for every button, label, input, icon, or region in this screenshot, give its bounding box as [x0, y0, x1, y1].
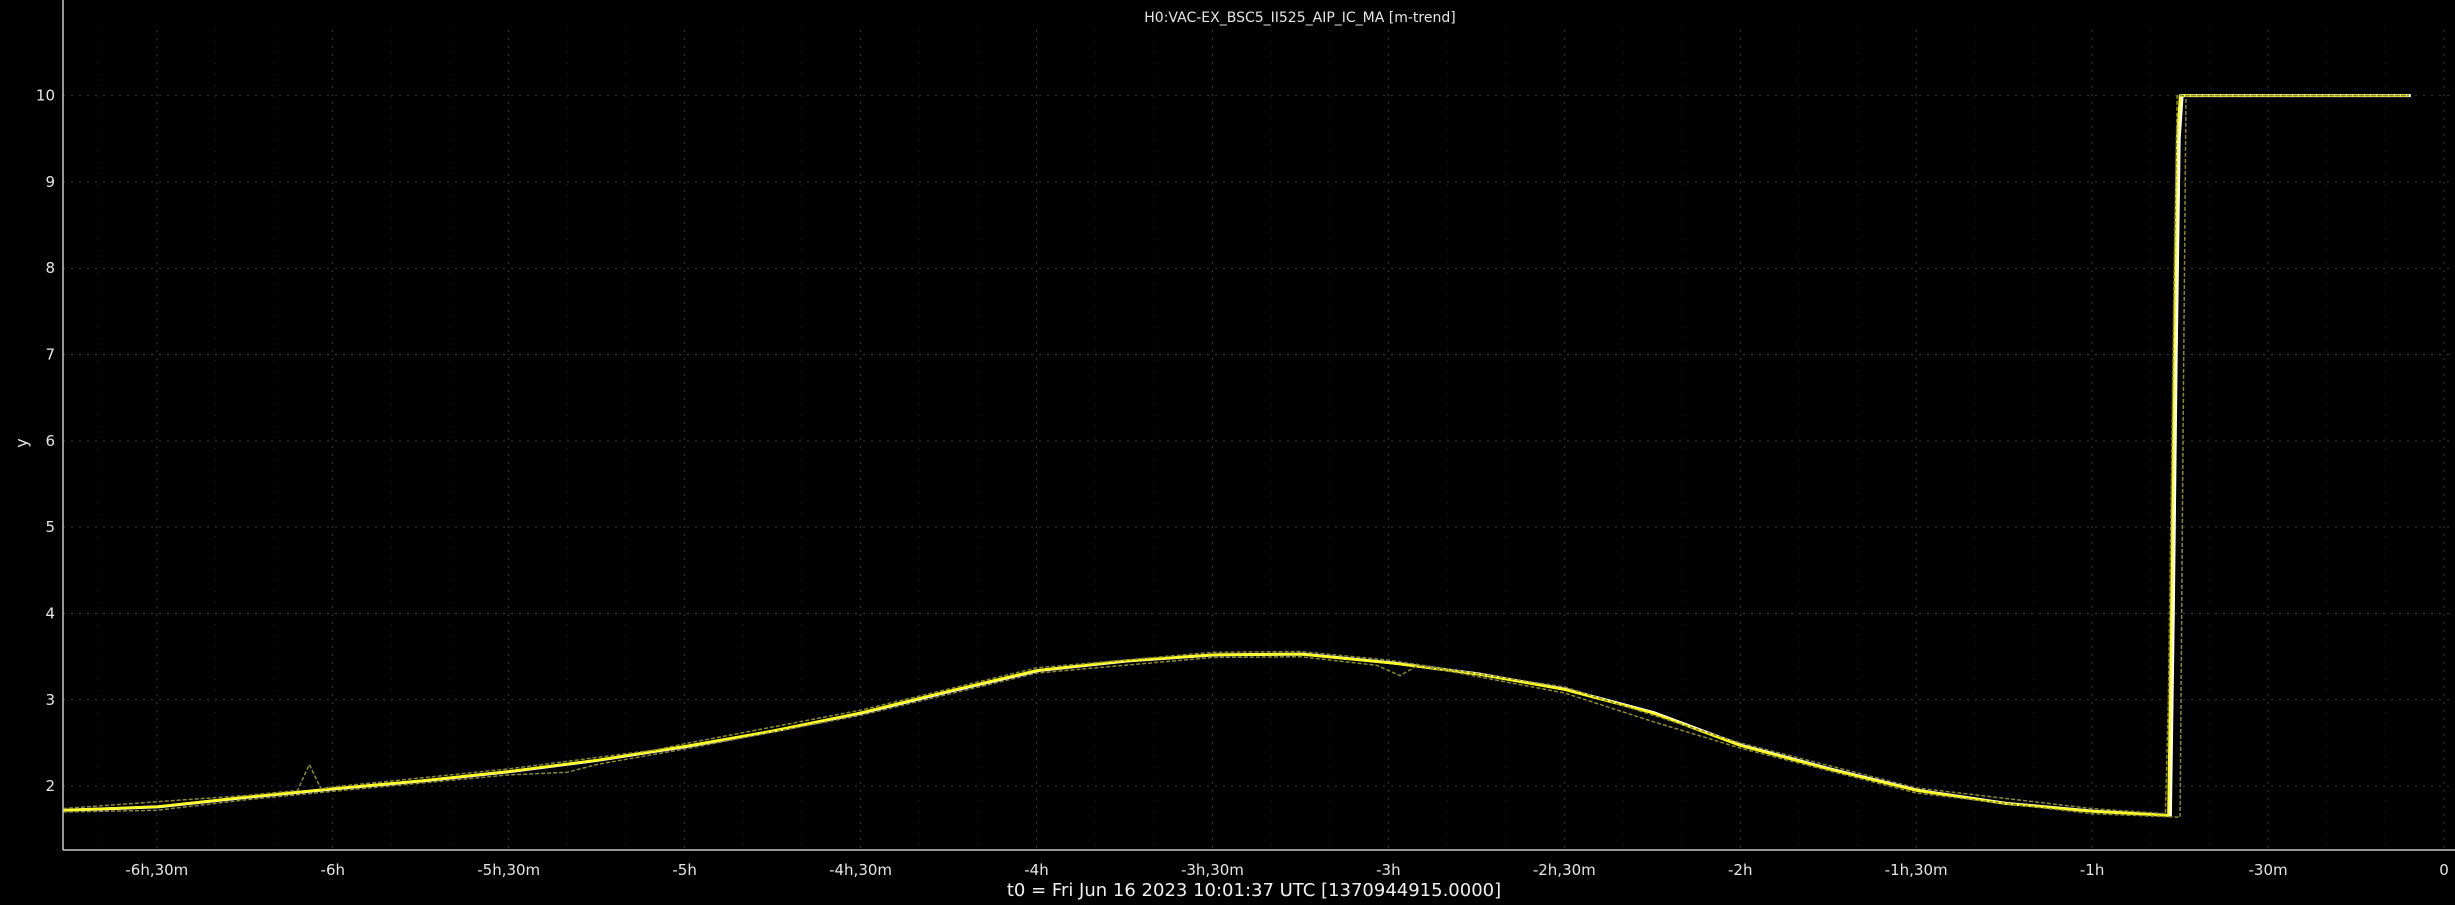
x-tick-label: -1h	[2080, 861, 2104, 879]
chart-title: H0:VAC-EX_BSC5_II525_AIP_IC_MA [m-trend]	[1144, 10, 1455, 26]
x-tick-label: -3h,30m	[1181, 861, 1244, 879]
x-tick-label: -2h,30m	[1533, 861, 1596, 879]
series-group	[62, 94, 2411, 818]
y-tick-label: 4	[45, 604, 55, 622]
x-axis-label: t0 = Fri Jun 16 2023 10:01:37 UTC [13709…	[1007, 880, 1501, 901]
x-tick-label: -6h	[321, 861, 345, 879]
min-line	[62, 94, 2409, 818]
y-tick-label: 8	[45, 259, 55, 277]
y-tick-label: 7	[45, 346, 55, 364]
x-tick-label: -4h,30m	[829, 861, 892, 879]
y-axis-ticks: 2 3 4 5 6 7 8 9 10	[36, 87, 55, 796]
max-line	[62, 94, 2409, 815]
x-tick-label: -1h,30m	[1885, 861, 1948, 879]
x-tick-label: -5h	[672, 861, 696, 879]
y-axis-label: y	[12, 438, 31, 447]
y-tick-label: 9	[45, 173, 55, 191]
y-tick-label: 6	[45, 432, 55, 450]
y-tick-label: 10	[36, 87, 55, 105]
y-tick-label: 2	[45, 777, 55, 795]
x-tick-label: -2h	[1728, 861, 1752, 879]
x-tick-label: -4h	[1024, 861, 1048, 879]
y-tick-label: 3	[45, 691, 55, 709]
x-tick-label: -5h,30m	[477, 861, 540, 879]
x-tick-label: -3h	[1376, 861, 1400, 879]
y-tick-label: 5	[45, 518, 55, 536]
mean-line	[62, 94, 2409, 817]
x-tick-label: 0	[2439, 861, 2449, 879]
x-tick-label: -6h,30m	[125, 861, 188, 879]
axes	[62, 0, 2455, 851]
grid	[63, 30, 2455, 850]
x-tick-label: -30m	[2249, 861, 2288, 879]
x-axis-ticks: -6h,30m -6h -5h,30m -5h -4h,30m -4h -3h,30m -3h…	[125, 861, 2448, 879]
